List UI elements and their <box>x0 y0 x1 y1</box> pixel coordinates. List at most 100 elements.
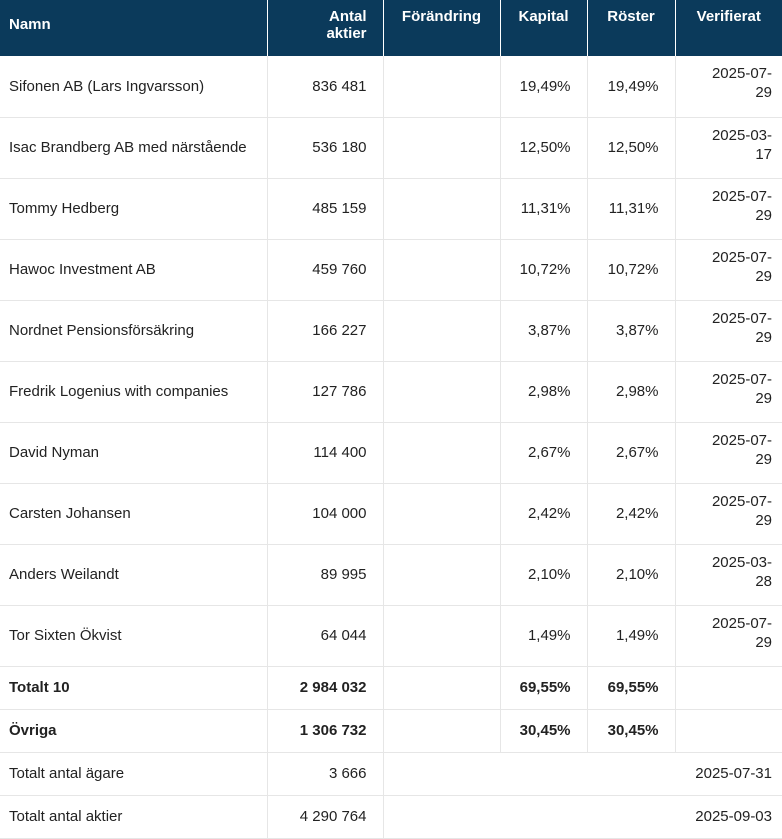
cell-votes: 1,49% <box>587 605 676 667</box>
others-change <box>383 709 501 753</box>
cell-verified: 2025-07- 29 <box>675 361 782 423</box>
cell-verified: 2025-07- 29 <box>675 56 782 118</box>
cell-capital: 10,72% <box>500 239 588 301</box>
cell-votes: 2,10% <box>587 544 676 606</box>
header-shares-line2: aktier <box>326 25 367 42</box>
cell-verified: 2025-07- 29 <box>675 605 782 667</box>
total-capital: 69,55% <box>500 666 588 710</box>
cell-verified: 2025-07- 29 <box>675 422 782 484</box>
summary-owners-value: 3 666 <box>267 752 384 796</box>
cell-votes: 2,42% <box>587 483 676 545</box>
verified-date-part2: 29 <box>755 267 772 285</box>
verified-date-part2: 29 <box>755 328 772 346</box>
table-row: Tommy Hedberg 485 159 11,31% 11,31% 2025… <box>0 178 782 240</box>
table-row: Tor Sixten Ökvist 64 044 1,49% 1,49% 202… <box>0 605 782 667</box>
cell-votes: 19,49% <box>587 56 676 118</box>
cell-name: Isac Brandberg AB med närstående <box>0 117 268 179</box>
cell-verified: 2025-07- 29 <box>675 483 782 545</box>
table-row: Isac Brandberg AB med närstående 536 180… <box>0 117 782 179</box>
verified-date-part1: 2025-07- <box>711 248 772 266</box>
summary-row-owners: Totalt antal ägare 3 666 2025-07-31 <box>0 752 782 796</box>
total-label: Totalt 10 <box>0 666 268 710</box>
others-capital: 30,45% <box>500 709 588 753</box>
cell-shares: 166 227 <box>267 300 384 362</box>
header-verified[interactable]: Verifierat <box>675 0 782 56</box>
table-row: Sifonen AB (Lars Ingvarsson) 836 481 19,… <box>0 56 782 118</box>
cell-verified: 2025-07- 29 <box>675 178 782 240</box>
verified-date-part1: 2025-07- <box>711 614 772 632</box>
verified-date-part1: 2025-07- <box>711 492 772 510</box>
cell-votes: 12,50% <box>587 117 676 179</box>
cell-change <box>383 56 501 118</box>
header-name[interactable]: Namn <box>0 0 268 56</box>
verified-date-part1: 2025-03- <box>711 553 772 571</box>
others-row: Övriga 1 306 732 30,45% 30,45% <box>0 709 782 753</box>
cell-shares: 104 000 <box>267 483 384 545</box>
cell-capital: 12,50% <box>500 117 588 179</box>
cell-votes: 11,31% <box>587 178 676 240</box>
cell-change <box>383 605 501 667</box>
verified-date-part1: 2025-07- <box>711 65 772 82</box>
header-capital[interactable]: Kapital <box>500 0 588 56</box>
cell-capital: 2,10% <box>500 544 588 606</box>
cell-capital: 2,98% <box>500 361 588 423</box>
header-change[interactable]: Förändring <box>383 0 501 56</box>
verified-date-part2: 29 <box>755 206 772 224</box>
cell-change <box>383 422 501 484</box>
cell-change <box>383 239 501 301</box>
cell-change <box>383 544 501 606</box>
verified-date-part1: 2025-07- <box>711 370 772 388</box>
table-header: Namn Antal aktier Förändring Kapital Rös… <box>0 0 782 56</box>
header-votes[interactable]: Röster <box>587 0 676 56</box>
verified-date-part2: 29 <box>755 84 772 101</box>
cell-name: Tor Sixten Ökvist <box>0 605 268 667</box>
others-votes: 30,45% <box>587 709 676 753</box>
cell-votes: 3,87% <box>587 300 676 362</box>
cell-change <box>383 361 501 423</box>
cell-capital: 19,49% <box>500 56 588 118</box>
cell-shares: 89 995 <box>267 544 384 606</box>
total-votes: 69,55% <box>587 666 676 710</box>
cell-name: Hawoc Investment AB <box>0 239 268 301</box>
cell-verified: 2025-07- 29 <box>675 300 782 362</box>
cell-capital: 3,87% <box>500 300 588 362</box>
header-shares-line1: Antal <box>329 8 367 25</box>
verified-date-part2: 29 <box>755 450 772 468</box>
table-row: Hawoc Investment AB 459 760 10,72% 10,72… <box>0 239 782 301</box>
table-row: Carsten Johansen 104 000 2,42% 2,42% 202… <box>0 483 782 545</box>
cell-name: Fredrik Logenius with companies <box>0 361 268 423</box>
cell-shares: 114 400 <box>267 422 384 484</box>
others-label: Övriga <box>0 709 268 753</box>
verified-date-part2: 29 <box>755 389 772 407</box>
cell-change <box>383 300 501 362</box>
cell-name: Tommy Hedberg <box>0 178 268 240</box>
cell-verified: 2025-03- 17 <box>675 117 782 179</box>
header-shares[interactable]: Antal aktier <box>267 0 384 56</box>
cell-capital: 2,67% <box>500 422 588 484</box>
table-body: Sifonen AB (Lars Ingvarsson) 836 481 19,… <box>0 56 782 839</box>
verified-date-part2: 17 <box>755 145 772 163</box>
summary-owners-date: 2025-07-31 <box>383 752 782 796</box>
cell-shares: 64 044 <box>267 605 384 667</box>
summary-shares-date: 2025-09-03 <box>383 795 782 839</box>
others-verified <box>675 709 782 753</box>
verified-date-part2: 28 <box>755 572 772 590</box>
verified-date-part2: 29 <box>755 633 772 651</box>
verified-date-part1: 2025-07- <box>711 187 772 205</box>
table-row: Nordnet Pensionsförsäkring 166 227 3,87%… <box>0 300 782 362</box>
cell-shares: 485 159 <box>267 178 384 240</box>
verified-date-part1: 2025-07- <box>711 431 772 449</box>
summary-shares-label: Totalt antal aktier <box>0 795 268 839</box>
cell-name: Anders Weilandt <box>0 544 268 606</box>
table-row: Fredrik Logenius with companies 127 786 … <box>0 361 782 423</box>
cell-shares: 459 760 <box>267 239 384 301</box>
cell-verified: 2025-03- 28 <box>675 544 782 606</box>
verified-date-part2: 29 <box>755 511 772 529</box>
cell-votes: 10,72% <box>587 239 676 301</box>
table-row: David Nyman 114 400 2,67% 2,67% 2025-07-… <box>0 422 782 484</box>
cell-name: Carsten Johansen <box>0 483 268 545</box>
summary-row-shares: Totalt antal aktier 4 290 764 2025-09-03 <box>0 795 782 839</box>
summary-shares-value: 4 290 764 <box>267 795 384 839</box>
cell-capital: 2,42% <box>500 483 588 545</box>
